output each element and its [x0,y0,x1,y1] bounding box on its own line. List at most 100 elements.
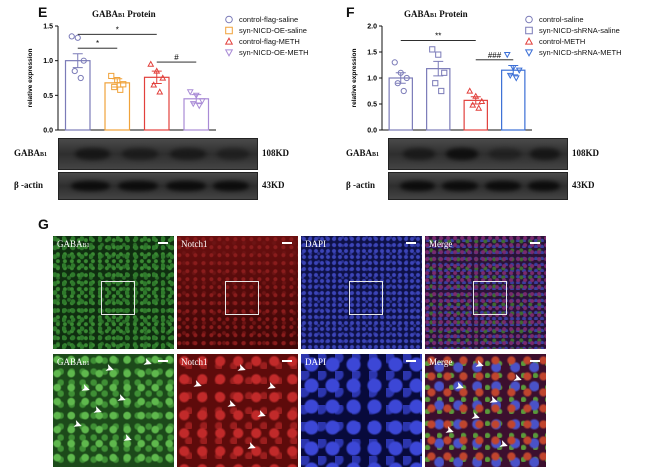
region-of-interest-box [225,281,260,316]
y-tick-label: 0.5 [43,93,53,100]
bar-control-METH [463,99,488,131]
arrow-marker: ➤ [469,409,483,425]
scale-bar [530,242,540,244]
data-point [432,80,439,87]
scale-bar [158,360,168,362]
micrograph-notch1-low-mag: Notch1 [177,236,298,349]
arrow-marker: ➤ [79,381,93,397]
region-of-interest-box [473,281,508,316]
data-point [150,81,158,88]
blot-e-gaba-kd: 108KD [262,148,289,158]
data-point [403,74,410,82]
micrograph-dapi-low-mag: DAPI [301,236,422,349]
data-point [469,101,477,108]
arrow-marker: ➤ [245,439,259,455]
arrow-marker: ➤ [115,391,129,407]
data-point [68,33,75,40]
significance-label: # [174,53,179,62]
scale-bar [282,360,292,362]
data-point [512,75,520,82]
data-point [147,60,155,67]
legend-label: syn-NICD-shRNA-METH [539,48,622,57]
data-point [391,59,398,66]
blot-band [403,148,436,160]
blot-band [488,148,521,160]
data-point [189,101,197,108]
data-point [159,74,167,81]
blot-band [442,180,478,192]
data-point [80,57,87,64]
micrograph-label-gaba-sub: B1 [82,361,90,367]
legend-label: control-METH [539,37,586,46]
blot-band [529,148,560,160]
error-bar [433,60,444,77]
micrograph-label-merge: Merge [429,357,453,367]
micrograph-label-gaba: GABAB1 [57,357,90,367]
blot-band [399,180,436,192]
data-point [475,104,483,111]
arrow-marker: ➤ [497,437,511,453]
data-point [186,89,194,96]
arrow-marker: ➤ [487,393,501,409]
chart-f: relative expression 0.0 0.5 1.0 1.5 2.0 ** ### [351,24,532,135]
chart-f-title-sub: B1 [430,13,438,19]
legend-marker [524,37,534,45]
data-point [429,46,436,53]
chart-e-legend: control-flag-saline syn-NICD-OE-saline con… [224,14,309,58]
micrograph-gaba-high-mag: GABAB1 ➤ ➤ ➤ ➤ ➤ ➤ ➤ [53,354,174,467]
legend-marker-icon [225,15,233,24]
chart-e-title: GABAB1 Protein [92,9,156,19]
blot-f-gaba-label-main: GABA [346,148,373,158]
data-point [472,92,480,99]
data-point [153,67,161,74]
arrow-marker: ➤ [103,361,117,377]
blot-band [118,180,158,192]
blot-e-actin-label: β -actin [14,180,43,190]
legend-entry: control-saline [524,14,622,25]
data-point [478,97,486,104]
legend-marker [525,15,533,24]
micrograph-label-dapi: DAPI [305,357,327,367]
y-tick-label: 0.0 [43,128,53,135]
scale-bar [282,242,292,244]
significance-label: ### [488,51,502,60]
legend-label: control-flag-saline [239,15,299,24]
micrograph-label-gaba: GABAB1 [57,239,90,249]
blot-band [485,180,521,192]
legend-marker [224,49,234,57]
scale-bar [530,360,540,362]
data-point [198,98,206,105]
legend-marker-icon [524,49,534,57]
chart-e-title-rest: Protein [125,9,156,19]
data-point [509,65,517,72]
data-point [515,67,523,74]
microscopy-grid: GABAB1 Notch1 DAPI Merge GABAB1 ➤ ➤ ➤ ➤ … [53,236,546,467]
legend-marker [225,15,233,24]
micrograph-label-gaba-main: GABA [57,239,83,249]
legend-label: control-saline [539,15,584,24]
arrow-marker: ➤ [121,431,135,447]
blot-f-gaba-kd: 108KD [572,148,599,158]
micrograph-gaba-low-mag: GABAB1 [53,236,174,349]
legend-marker-icon [525,15,533,24]
arrow-marker: ➤ [91,403,105,419]
arrow-marker: ➤ [191,377,205,393]
legend-marker [524,49,534,57]
legend-marker [525,26,533,35]
significance-label: * [116,25,119,34]
blot-f-actin-strip [388,172,568,200]
arrow-marker: ➤ [235,361,249,377]
data-point [114,76,121,84]
arrow-marker: ➤ [255,407,269,423]
bar-control-flag-METH [143,76,170,131]
legend-label: syn-NICD-shRNA-saline [539,26,620,35]
blot-e-actin-kd: 43KD [262,180,285,190]
chart-f-title-rest: Protein [437,9,468,19]
legend-marker-icon [524,37,534,45]
legend-entry: control-METH [524,36,622,47]
legend-marker-icon [224,49,234,57]
chart-e-title-main: GABA [92,9,119,19]
blot-e-gaba-strip [58,138,258,170]
blot-e-gaba-label-main: GABA [14,148,41,158]
data-point [71,67,78,75]
